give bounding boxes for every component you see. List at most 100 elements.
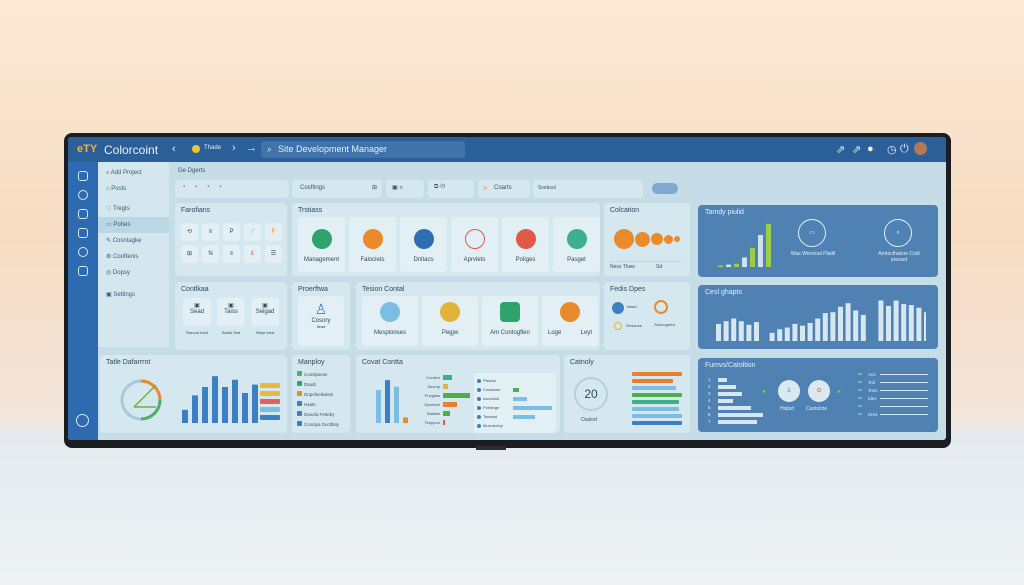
charts-search[interactable]: ⌕ Coarts: [478, 180, 530, 198]
list-item[interactable]: Porbinge: [477, 403, 553, 412]
list-item[interactable]: ▭: [858, 402, 928, 410]
hbar: [632, 414, 682, 418]
settings-dropdown[interactable]: Cosftings ⊞: [292, 180, 382, 198]
list-item[interactable]: Conslpsess: [297, 371, 339, 381]
list-item[interactable]: Cosotya Doctlbity: [297, 421, 339, 431]
list-item[interactable]: Issodoltd: [477, 394, 553, 403]
bar: [769, 332, 775, 341]
user-icon[interactable]: [78, 228, 88, 238]
list-item[interactable]: ▭ Ides: [858, 394, 928, 402]
tool-icon[interactable]: ≡: [223, 245, 240, 263]
forward-icon[interactable]: ›: [232, 142, 236, 154]
manploy-card: Manploy Conslpsess Dsadt Dnpsfeelkalsts Hsa…: [292, 355, 350, 433]
link-buttons[interactable]: ⧉·◷: [428, 180, 474, 198]
profile-icon[interactable]: [76, 414, 89, 427]
sidebar-item-pohes[interactable]: ▭ Pohes: [98, 217, 169, 233]
rank-row: 7: [708, 418, 768, 425]
tool-icon[interactable]: £: [244, 245, 261, 263]
tool-icon[interactable]: P: [223, 223, 240, 241]
tool-icon[interactable]: ⟲: [181, 223, 198, 241]
tab-thade[interactable]: Thade: [204, 145, 222, 151]
list-item[interactable]: Cosotetor: [477, 385, 553, 394]
back-icon[interactable]: ‹: [172, 143, 176, 155]
item-icon: [297, 381, 302, 386]
bar: [723, 321, 729, 341]
feature-tile[interactable]: Pegjw: [422, 296, 478, 346]
grid-icon: ⊞: [372, 185, 378, 191]
card-title: Catnoly: [570, 359, 594, 366]
hbar: [443, 384, 448, 389]
select-dropdown[interactable]: Svebsul: [533, 180, 643, 198]
template-tile[interactable]: Falociets: [349, 217, 396, 272]
range-toggle[interactable]: [652, 183, 678, 194]
feature-tile[interactable]: Loge Leyt: [542, 296, 598, 346]
camera-icon[interactable]: [78, 247, 88, 257]
format-icons[interactable]: ▪▪▪▪: [183, 184, 232, 190]
contact-tile[interactable]: ▣ Seigad Stept Ieed: [251, 298, 279, 335]
legend-swatch: [260, 391, 280, 396]
template-tile[interactable]: Management: [298, 217, 345, 272]
tool-icon[interactable]: ⟋: [244, 223, 261, 241]
bar: [750, 247, 755, 267]
sidebar-item-dopsy[interactable]: ◎ Dopsy: [106, 270, 130, 276]
list-item[interactable]: Plssfue: [477, 376, 553, 385]
arrow-icon[interactable]: →: [246, 142, 257, 154]
list-item[interactable]: Dnpsfeelkalsts: [297, 391, 339, 401]
bar: [376, 390, 381, 423]
hbar: [632, 421, 682, 425]
bar: [784, 327, 790, 341]
bulb-icon[interactable]: [78, 209, 88, 219]
template-tile[interactable]: Poliges: [502, 217, 549, 272]
template-tile[interactable]: Dnitacs: [400, 217, 447, 272]
list-item[interactable]: ▭ Tons: [858, 386, 928, 394]
hbar: [718, 391, 742, 396]
template-tile[interactable]: Aprvlets: [451, 217, 498, 272]
panel-bar-chart: [718, 223, 771, 267]
calendar-icon[interactable]: [78, 266, 88, 276]
person-tile[interactable]: ♙ Cosory Ilead: [298, 296, 344, 346]
add-project-button[interactable]: ⌕ Add Project: [106, 170, 142, 176]
tile-icon: [566, 229, 587, 249]
tool-icon[interactable]: ☰: [265, 245, 282, 263]
clock-icon[interactable]: ◷: [887, 144, 897, 156]
bar: [845, 303, 851, 341]
contact-tile[interactable]: ▣ Sead Rarond Ieed: [183, 298, 211, 335]
list-item[interactable]: ▭ Dres: [858, 410, 928, 418]
list-item[interactable]: ▭ Aco: [858, 370, 928, 378]
rank-row: 2: [708, 383, 768, 390]
power-icon[interactable]: ⏻: [900, 143, 909, 155]
tool-icon[interactable]: F: [265, 223, 282, 241]
tool-icon[interactable]: ≡: [202, 223, 219, 241]
search-input[interactable]: ⌕ Site Development Manager: [261, 141, 465, 158]
share-icon-2[interactable]: ⇗: [852, 144, 862, 156]
bar: [924, 312, 926, 341]
share-icon[interactable]: ⇗: [836, 144, 846, 156]
sidebar-item-settings[interactable]: ▣ Settings: [106, 292, 136, 298]
list-item[interactable]: ▭ Toll: [858, 378, 928, 386]
list-item[interactable]: Dasofa Fetteby: [297, 411, 339, 421]
chat-icon[interactable]: [78, 190, 88, 200]
feature-tile[interactable]: Am Contogflen: [482, 296, 538, 346]
view-buttons[interactable]: ▣·⌕: [386, 180, 424, 198]
sidebar-item-cosntagke[interactable]: ✎ Cosntagke: [106, 238, 142, 244]
fedis-card: Fedis Dpes Nead Resones Sannogerbt: [604, 282, 690, 350]
bar: [908, 305, 914, 341]
rank-row: 5: [708, 404, 768, 411]
list-item[interactable]: Dsadt: [297, 381, 339, 391]
card-title: Farofians: [181, 207, 211, 214]
list-item[interactable]: Taesard: [477, 412, 553, 421]
tool-icon[interactable]: N: [202, 245, 219, 263]
sidebar-item-tregts[interactable]: ♡ Tregts: [106, 206, 130, 212]
tool-icon[interactable]: ⊞: [181, 245, 198, 263]
notification-icon[interactable]: ●•: [867, 143, 876, 155]
contact-tile[interactable]: ▣ Taiss Sadst Sed: [217, 298, 245, 335]
list-item[interactable]: Mosutrotuy: [477, 421, 553, 430]
home-icon[interactable]: [78, 171, 88, 181]
bar: [746, 324, 752, 341]
template-tile[interactable]: Pasget: [553, 217, 600, 272]
sidebar-item-posts[interactable]: ⌂ Posts: [106, 186, 127, 192]
list-item[interactable]: Hsats: [297, 401, 339, 411]
avatar[interactable]: [914, 142, 927, 155]
sidebar-item-cooftenis[interactable]: ⚙ Cooftenis: [106, 254, 139, 260]
feature-tile[interactable]: Mesplonses: [362, 296, 418, 346]
